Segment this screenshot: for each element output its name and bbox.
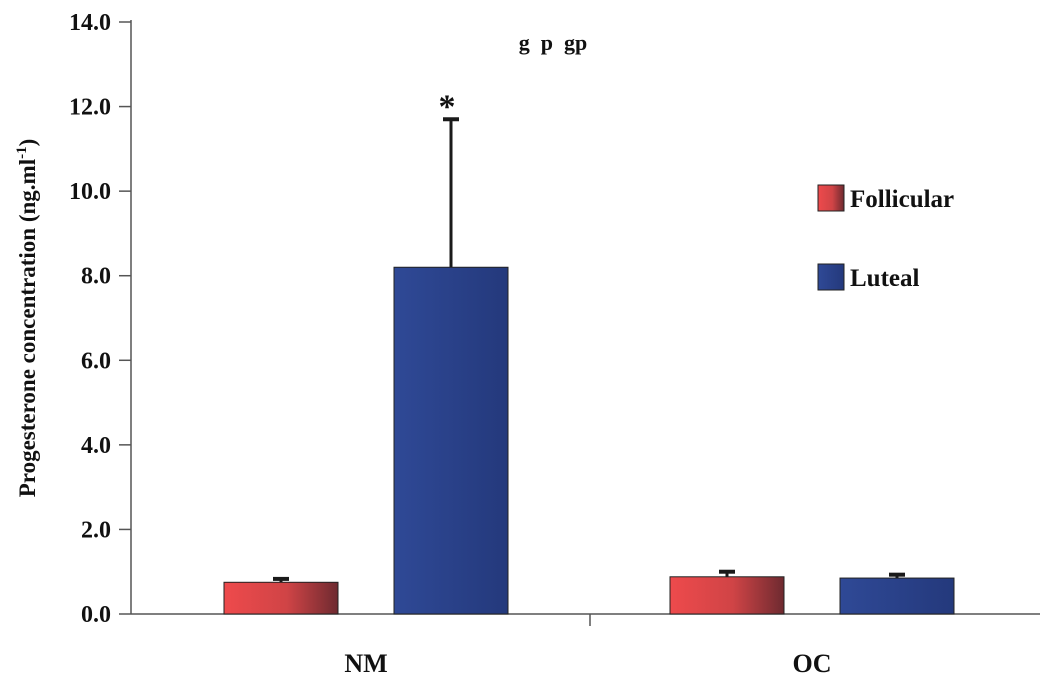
significance-marker: * xyxy=(439,88,456,125)
y-axis-title-superscript: -1 xyxy=(14,146,30,159)
y-ticks: 0.0 2.0 4.0 6.0 8.0 10.0 12.0 14.0 xyxy=(69,10,131,628)
bar-follicular-nm xyxy=(223,581,339,615)
bar-luteal-oc xyxy=(839,577,955,615)
y-tick-label: 0.0 xyxy=(81,602,111,628)
category-label-nm: NM xyxy=(344,649,387,678)
legend-swatch-follicular xyxy=(817,184,845,212)
bar-follicular-oc xyxy=(669,576,785,615)
bar-luteal-nm xyxy=(393,266,509,615)
legend: Follicular Luteal xyxy=(817,184,954,292)
category-labels: NM OC xyxy=(344,649,831,678)
y-tick-label: 14.0 xyxy=(69,10,111,36)
bars: * xyxy=(223,88,955,615)
y-tick-label: 8.0 xyxy=(81,264,111,290)
y-tick-label: 6.0 xyxy=(81,348,111,374)
y-tick-label: 10.0 xyxy=(69,179,111,205)
y-tick-label: 4.0 xyxy=(81,433,111,459)
y-axis-title: Progesterone concentration (ng.ml-1) xyxy=(14,139,40,498)
y-axis-title-main: Progesterone concentration (ng.ml xyxy=(15,159,40,497)
y-tick-label: 2.0 xyxy=(81,517,111,543)
legend-swatch-luteal xyxy=(817,263,845,291)
legend-label-luteal: Luteal xyxy=(850,265,920,292)
category-label-oc: OC xyxy=(793,649,832,678)
legend-label-follicular: Follicular xyxy=(850,186,954,213)
y-axis-title-close: ) xyxy=(15,139,40,147)
y-tick-label: 12.0 xyxy=(69,95,111,121)
chart-title: g p gp xyxy=(519,30,587,55)
